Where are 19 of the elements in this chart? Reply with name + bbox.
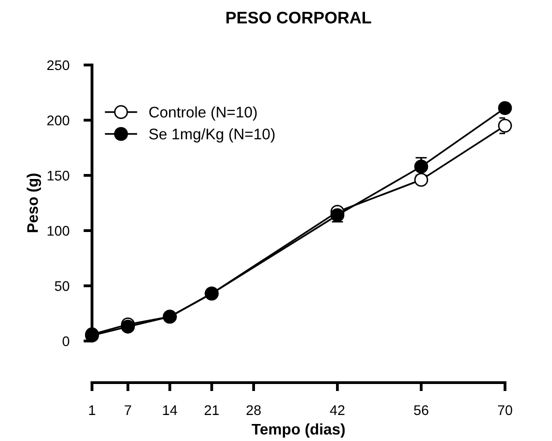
x-tick-label: 21 <box>204 405 219 415</box>
x-tick-label: 28 <box>246 405 261 416</box>
y-axis-title: Peso (g) <box>26 174 42 232</box>
x-axis-title: Tempo (dias) <box>252 423 345 438</box>
y-tick-label: 150 <box>48 170 70 181</box>
x-tick-label: 56 <box>414 405 428 416</box>
x-tick-label: 14 <box>163 405 178 415</box>
y-tick-label: 250 <box>47 60 70 70</box>
x-tick-label: 7 <box>124 405 132 415</box>
chart-title: PESO CORPORAL <box>226 12 372 24</box>
y-tick-label: 100 <box>48 226 70 236</box>
y-tick-label: 0 <box>62 336 70 346</box>
y-tick-label: 200 <box>47 116 70 126</box>
x-tick-label: 42 <box>330 405 344 415</box>
legend-label: Controle (N=10) <box>149 106 257 121</box>
y-tick-label: 50 <box>54 281 70 291</box>
legend-label: Se 1mg/Kg (N=10) <box>149 128 275 142</box>
x-tick-label: 70 <box>498 405 512 416</box>
x-tick-label: 1 <box>89 405 96 415</box>
